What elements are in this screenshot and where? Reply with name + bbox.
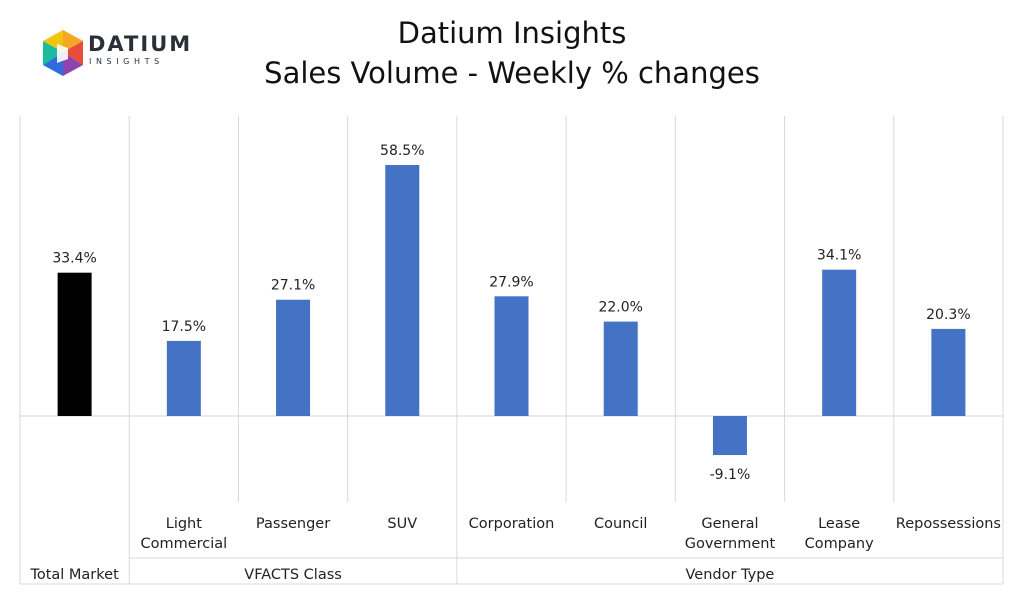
- bar: [57, 272, 92, 416]
- bar: [276, 299, 311, 416]
- category-label: Lease: [818, 516, 860, 532]
- data-label: 22.0%: [598, 300, 642, 316]
- logo-subtitle: INSIGHTS: [89, 57, 164, 66]
- category-label: SUV: [387, 516, 417, 532]
- bar: [385, 165, 420, 416]
- group-label: VFACTS Class: [244, 567, 342, 583]
- bar: [603, 321, 638, 416]
- bar: [712, 416, 747, 456]
- category-label: Government: [685, 536, 776, 552]
- category-label: Company: [805, 536, 874, 552]
- data-label: 27.9%: [489, 274, 533, 290]
- data-label: 33.4%: [52, 251, 96, 267]
- bar: [166, 340, 201, 416]
- chart-title: Datium Insights: [397, 16, 627, 50]
- datium-logo-icon: [43, 30, 83, 76]
- category-label: Repossessions: [896, 516, 1001, 532]
- category-label: General: [701, 516, 758, 532]
- bar: [494, 296, 529, 416]
- logo-wordmark: DATIUM: [88, 32, 193, 56]
- category-label: Corporation: [469, 516, 555, 532]
- group-label: Vendor Type: [686, 567, 775, 583]
- data-label: -9.1%: [710, 467, 751, 483]
- data-label: 58.5%: [380, 143, 424, 159]
- data-label: 27.1%: [271, 278, 315, 294]
- data-label: 17.5%: [162, 319, 206, 335]
- group-label: Total Market: [29, 567, 119, 583]
- category-label: Council: [594, 516, 647, 532]
- category-label: Light: [166, 516, 203, 532]
- bar: [931, 328, 966, 416]
- datium-logo: DATIUM INSIGHTS: [40, 28, 190, 78]
- chart-subtitle: Sales Volume - Weekly % changes: [264, 56, 760, 90]
- bar: [822, 269, 857, 416]
- category-label: Commercial: [140, 536, 227, 552]
- category-label: Passenger: [256, 516, 330, 532]
- data-label: 20.3%: [926, 307, 970, 323]
- data-label: 34.1%: [817, 248, 861, 264]
